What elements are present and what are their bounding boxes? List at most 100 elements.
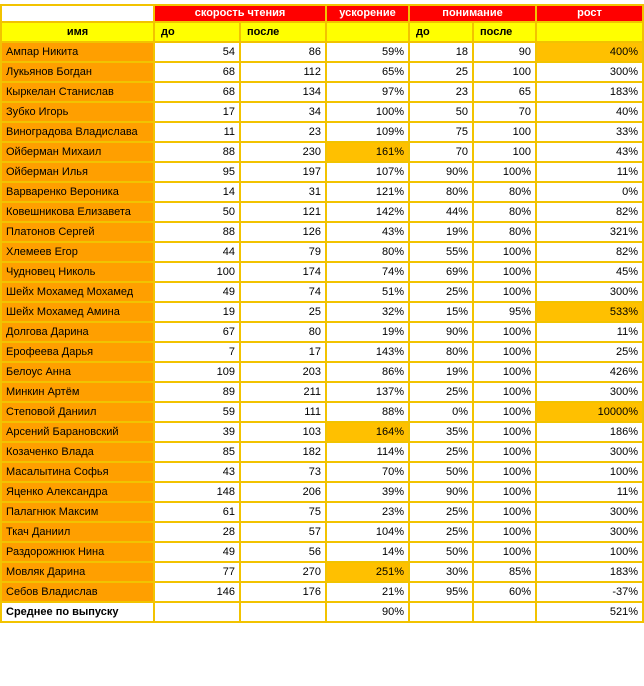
cell-comp-before: 25% [408,281,474,303]
table-row: Ерофеева Дарья 7 17 143% 80% 100% 25% [0,341,644,363]
cell-comp-after: 100% [472,241,537,263]
cell-name: Ампар Никита [0,41,155,63]
cell-comp-after: 60% [472,581,537,603]
cell-name: Ойберман Михаил [0,141,155,163]
cell-acceleration: 142% [325,201,410,223]
cell-name: Минкин Артём [0,381,155,403]
cell-growth: 25% [535,341,644,363]
cell-growth: 186% [535,421,644,443]
cell-name: Белоус Анна [0,361,155,383]
cell-speed-after: 73 [239,461,327,483]
cell-speed-after: 80 [239,321,327,343]
cell-speed-after: 121 [239,201,327,223]
cell-growth: 300% [535,381,644,403]
cell-name: Палагнюк Максим [0,501,155,523]
cell-acceleration: 86% [325,361,410,383]
cell-name: Степовой Даниил [0,401,155,423]
cell-speed-after: 197 [239,161,327,183]
cell-comp-before: 90% [408,161,474,183]
cell-name: Ткач Даниил [0,521,155,543]
cell-name: Козаченко Влада [0,441,155,463]
table-row: Виноградова Владислава 11 23 109% 75 100 33% [0,121,644,143]
table-row: Раздорожнюк Нина 49 56 14% 50% 100% 100% [0,541,644,563]
cell-comp-after: 100% [472,321,537,343]
cell-speed-after: 174 [239,261,327,283]
cell-growth: 300% [535,61,644,83]
cell-comp-after: 100% [472,161,537,183]
cell-speed-before: 49 [153,541,241,563]
cell-comp-after: 100 [472,141,537,163]
cell-name: Ойберман Илья [0,161,155,183]
cell-acceleration: 14% [325,541,410,563]
footer-empty-1 [153,601,241,623]
cell-name: Долгова Дарина [0,321,155,343]
cell-comp-after: 100% [472,421,537,443]
cell-comp-before: 30% [408,561,474,583]
cell-comp-after: 100% [472,481,537,503]
cell-growth: 400% [535,41,644,63]
cell-comp-before: 55% [408,241,474,263]
cell-acceleration: 39% [325,481,410,503]
cell-speed-before: 49 [153,281,241,303]
cell-comp-before: 25 [408,61,474,83]
cell-speed-after: 203 [239,361,327,383]
table-row: Шейх Мохамед Мохамед 49 74 51% 25% 100% 300% [0,281,644,303]
cell-comp-after: 100% [472,401,537,423]
table-row: Арсений Барановский 39 103 164% 35% 100% 186% [0,421,644,443]
footer-acceleration: 90% [325,601,410,623]
cell-comp-after: 100% [472,361,537,383]
table-row: Хлемеев Егор 44 79 80% 55% 100% 82% [0,241,644,263]
cell-speed-after: 25 [239,301,327,323]
cell-comp-before: 44% [408,201,474,223]
cell-growth: 11% [535,481,644,503]
cell-acceleration: 74% [325,261,410,283]
cell-speed-before: 68 [153,61,241,83]
table-row: Ампар Никита 54 86 59% 18 90 400% [0,41,644,63]
header-growth: рост [535,4,644,23]
cell-acceleration: 21% [325,581,410,603]
cell-acceleration: 143% [325,341,410,363]
cell-speed-before: 14 [153,181,241,203]
table-row: Себов Владислав 146 176 21% 95% 60% -37% [0,581,644,603]
cell-name: Яценко Александра [0,481,155,503]
cell-growth: 82% [535,201,644,223]
cell-speed-after: 31 [239,181,327,203]
cell-speed-after: 126 [239,221,327,243]
cell-comp-after: 100% [472,281,537,303]
cell-name: Шейх Мохамед Амина [0,301,155,323]
cell-speed-before: 77 [153,561,241,583]
header-row-sub: имя до после до после [0,21,644,43]
table-row: Яценко Александра 148 206 39% 90% 100% 11% [0,481,644,503]
cell-name: Зубко Игорь [0,101,155,123]
header-comp-after: после [472,21,537,43]
cell-comp-after: 90 [472,41,537,63]
cell-comp-before: 80% [408,341,474,363]
footer-growth: 521% [535,601,644,623]
cell-speed-after: 103 [239,421,327,443]
cell-speed-before: 148 [153,481,241,503]
cell-growth: 100% [535,461,644,483]
cell-speed-after: 75 [239,501,327,523]
cell-comp-after: 100% [472,341,537,363]
cell-acceleration: 100% [325,101,410,123]
cell-growth: 11% [535,161,644,183]
cell-comp-after: 100% [472,501,537,523]
cell-comp-after: 70 [472,101,537,123]
cell-acceleration: 32% [325,301,410,323]
header-acceleration-blank [325,21,410,43]
table-row: Ткач Даниил 28 57 104% 25% 100% 300% [0,521,644,543]
table-row: Зубко Игорь 17 34 100% 50 70 40% [0,101,644,123]
cell-acceleration: 70% [325,461,410,483]
cell-speed-before: 54 [153,41,241,63]
cell-comp-after: 80% [472,181,537,203]
cell-speed-before: 43 [153,461,241,483]
cell-speed-after: 211 [239,381,327,403]
table-row: Кыркелан Станислав 68 134 97% 23 65 183% [0,81,644,103]
cell-acceleration: 121% [325,181,410,203]
cell-speed-before: 7 [153,341,241,363]
cell-growth: 33% [535,121,644,143]
table-row: Чудновец Николь 100 174 74% 69% 100% 45% [0,261,644,283]
results-table: скорость чтения ускорение понимание рост… [0,4,644,623]
cell-speed-after: 270 [239,561,327,583]
header-reading-speed: скорость чтения [153,4,327,23]
